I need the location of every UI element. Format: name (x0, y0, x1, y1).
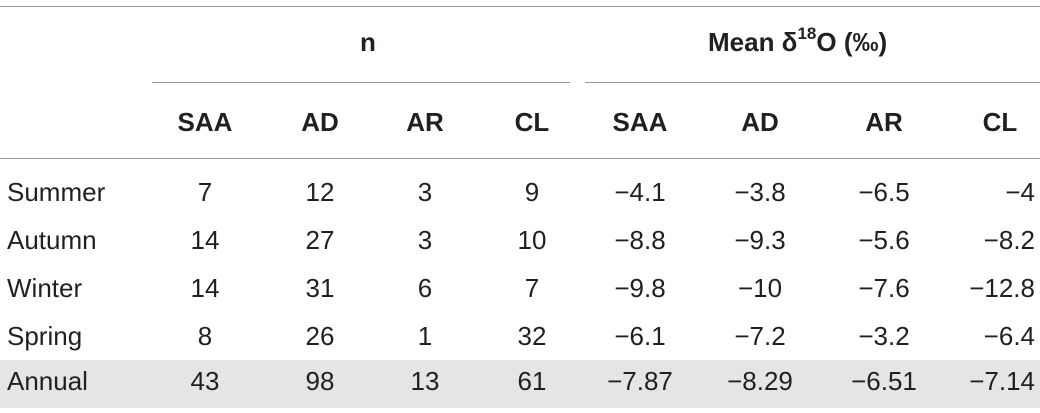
column-header-ar-n: AR (406, 107, 444, 137)
table-cell: −8.8 (614, 225, 666, 255)
table-cell: −5.6 (858, 225, 910, 255)
table-cell: −10 (737, 273, 783, 303)
table-cell: 9 (524, 177, 540, 207)
table-cell: 1 (417, 321, 433, 351)
row-label: Summer (7, 177, 106, 207)
table-cell: −3.8 (734, 177, 786, 207)
n-group-rule (152, 82, 570, 83)
column-header-saa-mean: SAA (612, 107, 668, 137)
table-cell: −7.2 (734, 321, 786, 351)
table-cell: 8 (197, 321, 213, 351)
table-cell: 14 (190, 273, 220, 303)
table-cell: 31 (305, 273, 335, 303)
table-cell: 7 (524, 273, 540, 303)
column-header-cl-n: CL (514, 107, 550, 137)
column-header-ad-n: AD (301, 107, 339, 137)
table-cell: 14 (190, 225, 220, 255)
row-label: Spring (7, 321, 83, 351)
table-cell: −6.1 (614, 321, 666, 351)
group-header-n: n (360, 27, 376, 57)
annual-row-background (0, 360, 1040, 408)
table-cell: 27 (305, 225, 335, 255)
table-cell: −8.2 (983, 225, 1035, 255)
table-cell: 61 (517, 366, 547, 396)
table-cell: −7.87 (607, 366, 673, 396)
column-header-ad-mean: AD (741, 107, 779, 137)
table-cell: 43 (190, 366, 220, 396)
table-cell: −6.51 (851, 366, 917, 396)
column-header-cl-mean: CL (982, 107, 1018, 137)
table-cell: 3 (417, 177, 433, 207)
header-bottom-rule (0, 158, 1040, 159)
column-header-saa-n: SAA (177, 107, 233, 137)
table-cell: −7.6 (858, 273, 910, 303)
table-cell: −9.3 (734, 225, 786, 255)
table-cell: 12 (305, 177, 335, 207)
table-cell: −6.5 (858, 177, 910, 207)
column-header-ar-mean: AR (865, 107, 903, 137)
row-label: Annual (7, 366, 88, 396)
table-cell: 26 (305, 321, 335, 351)
table-cell: −4.1 (614, 177, 666, 207)
table-cell: 98 (305, 366, 335, 396)
row-label: Autumn (7, 225, 97, 255)
table-cell: −7.14 (969, 366, 1035, 396)
row-label: Winter (7, 273, 83, 303)
table-cell: −6.4 (983, 321, 1035, 351)
group-header-mean: Mean δ18O (‰) (708, 24, 888, 57)
table-cell: 3 (417, 225, 433, 255)
table-cell: −12.8 (969, 273, 1035, 303)
table-cell: −9.8 (614, 273, 666, 303)
table-cell: −4 (1005, 177, 1035, 207)
table-cell: 7 (197, 177, 213, 207)
table-cell: −8.29 (727, 366, 793, 396)
table-cell: 6 (417, 273, 433, 303)
table-cell: 10 (517, 225, 547, 255)
table-cell: 13 (410, 366, 440, 396)
table-cell: −3.2 (858, 321, 910, 351)
mean-group-rule (585, 82, 1040, 83)
top-rule (0, 6, 1040, 7)
table-cell: 32 (517, 321, 547, 351)
